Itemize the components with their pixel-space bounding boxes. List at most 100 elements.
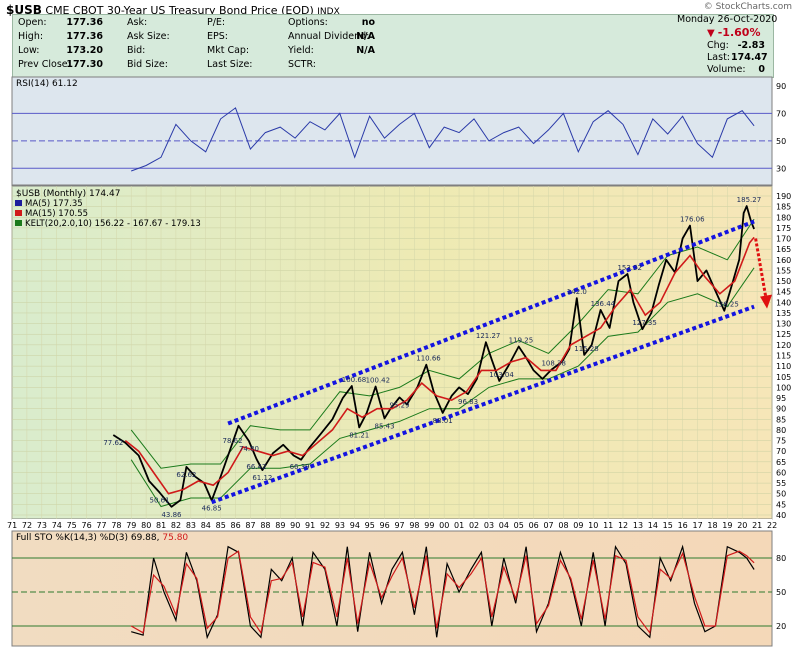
- low-value: 173.20: [66, 45, 103, 56]
- price-tick-label: 95: [776, 394, 786, 403]
- prev-close-label: Prev Close:: [18, 59, 71, 70]
- x-tick-label: 94: [350, 521, 360, 530]
- legend-swatch-kelt: [15, 220, 22, 226]
- price-tick-label: 70: [776, 447, 786, 456]
- x-tick-label: 76: [82, 521, 92, 530]
- yield-label: Yield:: [288, 45, 314, 56]
- prev-close-value: 177.30: [66, 59, 103, 70]
- quote-panel: Open: 177.36 High: 177.36 Low: 173.20 Pr…: [12, 14, 778, 78]
- data-label: 136.44: [591, 300, 616, 308]
- x-tick-label: 80: [141, 521, 151, 530]
- data-label: 176.06: [680, 216, 705, 224]
- price-tick-label: 190: [776, 192, 791, 201]
- data-label: 121.27: [476, 332, 501, 340]
- legend-swatch-ma5: [15, 200, 22, 206]
- price-tick-label: 140: [776, 298, 791, 307]
- data-label: 96.83: [458, 398, 478, 406]
- sto-legend-prefix: Full STO %K(14,3) %D(3) 69.88,: [16, 533, 160, 543]
- ask-size-label: Ask Size:: [127, 31, 170, 42]
- options-value: no: [361, 17, 375, 28]
- watermark: © StockCharts.com: [703, 2, 792, 12]
- chg-label: Chg:: [707, 40, 729, 51]
- data-label: 95.29: [389, 401, 409, 409]
- x-tick-label: 06: [529, 521, 539, 530]
- high-value: 177.36: [66, 31, 103, 42]
- price-tick-label: 160: [776, 256, 791, 265]
- data-label: 185.27: [737, 196, 762, 204]
- data-label: 66.39: [290, 463, 310, 471]
- x-tick-label: 96: [380, 521, 390, 530]
- x-tick-label: 04: [499, 521, 509, 530]
- quote-date: Monday 26-Oct-2020: [677, 14, 778, 25]
- data-label: 103.04: [489, 371, 514, 379]
- legend-kelt: KELT(20,2.0,10) 156.22 - 167.67 - 179.13: [25, 219, 201, 229]
- data-label: 100.42: [366, 377, 391, 385]
- sto-legend-d-value: 75.80: [162, 533, 188, 543]
- price-tick-label: 110: [776, 362, 791, 371]
- data-label: 142.0: [567, 288, 587, 296]
- x-tick-label: 87: [245, 521, 255, 530]
- x-tick-label: 13: [633, 521, 643, 530]
- high-label: High:: [18, 31, 44, 42]
- x-tick-label: 98: [409, 521, 419, 530]
- x-axis-band: [12, 519, 772, 531]
- x-tick-label: 12: [618, 521, 628, 530]
- channel-upper-line: [227, 219, 755, 426]
- last-size-label: Last Size:: [207, 59, 253, 70]
- price-tick-label: 115: [776, 352, 791, 361]
- data-label: 61.12: [252, 474, 272, 482]
- x-tick-label: 16: [678, 521, 688, 530]
- x-tick-label: 20: [737, 521, 747, 530]
- price-tick-label: 125: [776, 330, 791, 339]
- data-label: 66.42: [246, 463, 266, 471]
- x-tick-label: 19: [722, 521, 732, 530]
- x-tick-label: 03: [484, 521, 494, 530]
- annual-dividend-label: Annual Dividend:: [288, 31, 370, 42]
- projection-arrow-line: [754, 238, 768, 299]
- data-label: 127.35: [632, 319, 657, 327]
- x-tick-label: 75: [67, 521, 77, 530]
- rsi-tick-label: 70: [776, 109, 786, 118]
- x-tick-label: 97: [394, 521, 404, 530]
- x-tick-label: 15: [663, 521, 673, 530]
- x-tick-label: 99: [424, 521, 434, 530]
- bid-label: Bid:: [127, 45, 146, 56]
- x-tick-label: 10: [588, 521, 598, 530]
- x-tick-label: 91: [305, 521, 315, 530]
- price-tick-label: 165: [776, 245, 791, 254]
- price-tick-label: 40: [776, 511, 786, 520]
- x-tick-label: 78: [111, 521, 121, 530]
- x-tick-label: 09: [573, 521, 583, 530]
- rsi-legend: RSI(14) 61.12: [16, 79, 78, 89]
- x-tick-label: 93: [335, 521, 345, 530]
- sto-legend: Full STO %K(14,3) %D(3) 69.88, 75.80: [16, 533, 188, 543]
- sto-tick-label: 50: [776, 588, 786, 597]
- rsi-tick-label: 30: [776, 164, 786, 173]
- ask-label: Ask:: [127, 17, 148, 28]
- x-tick-label: 22: [767, 521, 777, 530]
- x-tick-label: 89: [275, 521, 285, 530]
- price-tick-label: 80: [776, 426, 786, 435]
- bid-size-label: Bid Size:: [127, 59, 168, 70]
- data-label: 119.25: [509, 336, 533, 344]
- price-tick-label: 90: [776, 405, 786, 414]
- rsi-tick-label: 50: [776, 137, 786, 146]
- price-tick-label: 75: [776, 437, 786, 446]
- sto-tick-label: 80: [776, 554, 786, 563]
- change-pct-value: -1.60%: [717, 26, 761, 39]
- low-label: Low:: [18, 45, 40, 56]
- sto-panel: [11, 530, 773, 647]
- sto-d-line: [130, 550, 755, 635]
- price-tick-label: 50: [776, 490, 786, 499]
- x-tick-label: 82: [171, 521, 181, 530]
- x-tick-label: 14: [648, 521, 658, 530]
- x-tick-label: 92: [320, 521, 330, 530]
- pe-label: P/E:: [207, 17, 226, 28]
- sctr-label: SCTR:: [288, 59, 316, 70]
- data-label: 50.61: [150, 496, 170, 504]
- data-label: 136.25: [714, 300, 739, 308]
- x-tick-label: 81: [156, 521, 166, 530]
- open-label: Open:: [18, 17, 47, 28]
- x-tick-label: 77: [96, 521, 106, 530]
- data-label: 115.28: [574, 345, 599, 353]
